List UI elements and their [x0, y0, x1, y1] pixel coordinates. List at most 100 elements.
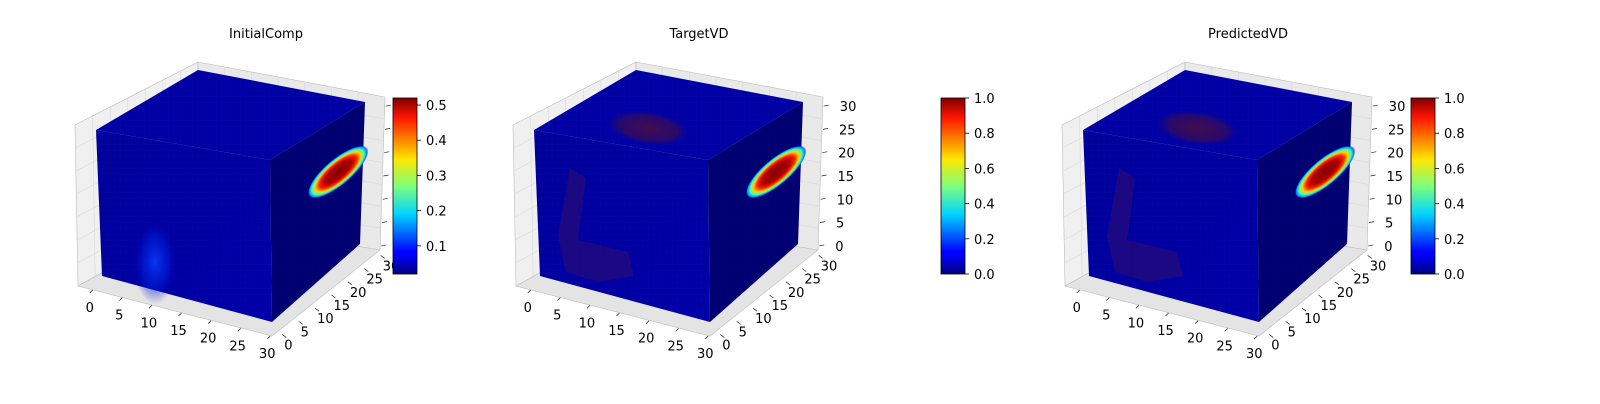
- colorbar-scale: [941, 98, 965, 274]
- y-tick-label: 15: [772, 299, 789, 314]
- z-tick-mark: [819, 245, 824, 246]
- z-tick-mark: [1370, 198, 1375, 199]
- colorbar-tick-label: 0.6: [974, 162, 995, 177]
- z-tick-label: 15: [838, 170, 855, 185]
- x-tick-mark: [90, 290, 93, 293]
- y-tick-label: 20: [788, 286, 805, 301]
- z-tick-mark: [382, 222, 387, 223]
- x-tick-mark: [646, 321, 649, 324]
- z-tick-mark: [822, 152, 827, 153]
- y-tick-mark: [1335, 282, 1339, 285]
- y-tick-mark: [1351, 269, 1355, 272]
- y-tick-mark: [315, 308, 319, 311]
- z-tick-mark: [1371, 152, 1376, 153]
- x-tick-mark: [587, 305, 590, 308]
- x-tick-label: 15: [608, 324, 625, 339]
- x-tick-label: 5: [115, 309, 123, 324]
- z-tick-mark: [384, 152, 389, 153]
- z-tick-mark: [381, 245, 386, 246]
- x-tick-label: 30: [697, 347, 714, 362]
- x-tick-mark: [179, 313, 182, 316]
- x-tick-label: 10: [579, 316, 596, 331]
- colorbar-scale: [393, 98, 417, 274]
- panel-1: InitialComp0510152025300510152025300.10.…: [75, 27, 447, 362]
- z-tick-mark: [1372, 128, 1377, 129]
- colorbar-tick-label: 0.2: [426, 205, 447, 220]
- colorbar-tick-label: 0.6: [1444, 162, 1465, 177]
- z-tick-label: 15: [1387, 170, 1404, 185]
- y-tick-mark: [1319, 295, 1323, 298]
- y-tick-label: 5: [301, 325, 309, 340]
- colorbar-tick-label: 0.2: [974, 233, 995, 248]
- y-tick-label: 15: [334, 299, 351, 314]
- y-tick-label: 10: [755, 312, 772, 327]
- x-tick-label: 20: [1187, 332, 1204, 347]
- x-tick-label: 20: [638, 332, 655, 347]
- z-tick-label: 5: [1385, 217, 1393, 232]
- y-tick-label: 30: [821, 259, 838, 274]
- panel-title: TargetVD: [668, 27, 728, 42]
- y-tick-mark: [1368, 255, 1372, 258]
- y-tick-mark: [381, 255, 385, 258]
- z-tick-mark: [383, 198, 388, 199]
- y-tick-mark: [802, 269, 806, 272]
- z-tick-label: 30: [840, 100, 857, 115]
- x-tick-label: 20: [200, 332, 217, 347]
- y-tick-label: 0: [284, 339, 292, 354]
- y-tick-mark: [786, 282, 790, 285]
- x-tick-label: 0: [1073, 301, 1081, 316]
- colorbar-tick-label: 0.8: [974, 127, 995, 142]
- panel-title: InitialComp: [229, 27, 303, 42]
- y-tick-mark: [299, 321, 303, 324]
- y-tick-mark: [1302, 308, 1306, 311]
- z-tick-label: 10: [837, 193, 854, 208]
- colorbar-tick-label: 0.8: [1444, 127, 1465, 142]
- y-tick-label: 10: [317, 312, 334, 327]
- x-tick-mark: [1136, 305, 1139, 308]
- y-tick-mark: [753, 308, 757, 311]
- z-tick-label: 0: [1384, 240, 1392, 255]
- x-tick-mark: [528, 290, 531, 293]
- z-tick-label: 5: [836, 217, 844, 232]
- colorbar-tick-label: 0.4: [974, 198, 995, 213]
- z-tick-label: 10: [1386, 193, 1403, 208]
- colorbar-tick-label: 0.1: [426, 240, 447, 255]
- z-tick-mark: [1368, 245, 1373, 246]
- y-tick-label: 25: [1353, 273, 1370, 288]
- x-tick-label: 0: [524, 301, 532, 316]
- y-tick-label: 10: [1304, 312, 1321, 327]
- x-tick-mark: [238, 328, 241, 331]
- x-tick-label: 0: [86, 301, 94, 316]
- x-tick-label: 15: [170, 324, 187, 339]
- z-tick-mark: [823, 128, 828, 129]
- z-tick-label: 20: [1387, 147, 1404, 162]
- y-tick-mark: [1286, 321, 1290, 324]
- colorbar-tick-label: 0.0: [974, 268, 995, 283]
- colorbar-tick-label: 1.0: [1444, 92, 1465, 107]
- y-tick-label: 5: [739, 325, 747, 340]
- y-tick-label: 20: [350, 286, 367, 301]
- y-tick-mark: [720, 335, 724, 338]
- y-tick-mark: [348, 282, 352, 285]
- z-tick-mark: [384, 175, 389, 176]
- x-tick-label: 5: [1102, 309, 1110, 324]
- z-tick-mark: [820, 222, 825, 223]
- z-tick-mark: [1369, 222, 1374, 223]
- colorbar-tick-label: 0.2: [1444, 233, 1465, 248]
- z-tick-mark: [385, 128, 390, 129]
- x-tick-mark: [705, 336, 708, 339]
- y-tick-mark: [282, 335, 286, 338]
- y-tick-label: 25: [804, 273, 821, 288]
- x-tick-label: 30: [259, 347, 276, 362]
- x-tick-label: 25: [229, 339, 246, 354]
- z-tick-label: 20: [838, 147, 855, 162]
- x-tick-label: 5: [553, 309, 561, 324]
- z-tick-label: 30: [1389, 100, 1406, 115]
- z-tick-mark: [386, 105, 391, 106]
- x-tick-mark: [208, 321, 211, 324]
- x-tick-label: 10: [1128, 316, 1145, 331]
- low-value-region: [133, 220, 177, 304]
- x-tick-mark: [617, 313, 620, 316]
- x-tick-mark: [1254, 336, 1257, 339]
- colorbar: 0.00.20.40.60.81.0: [1411, 92, 1465, 283]
